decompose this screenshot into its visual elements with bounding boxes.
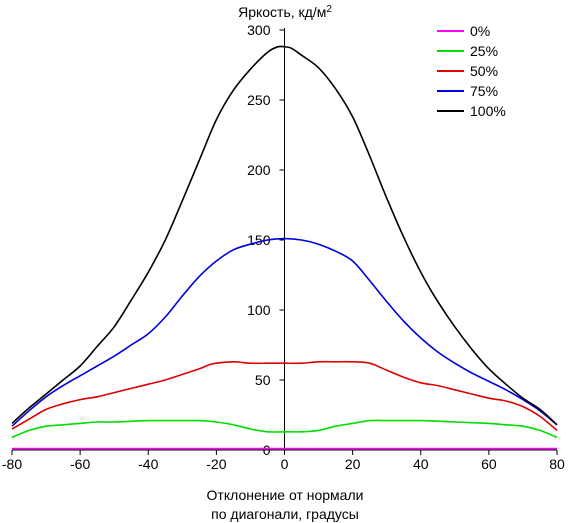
x-tick-label: -60	[70, 456, 90, 472]
legend-label: 100%	[470, 103, 506, 119]
x-tick-label: -20	[206, 456, 226, 472]
legend-label: 50%	[470, 63, 498, 79]
series-line-75pct	[11, 237, 558, 427]
x-tick-label: 60	[481, 456, 497, 472]
x-tick-label: -80	[2, 456, 22, 472]
chart-plot-area	[11, 45, 558, 450]
y-tick-label: 50	[255, 372, 271, 388]
x-axis-title-line-1: Отклонение от нормали	[207, 487, 364, 503]
y-tick-label: 250	[247, 92, 271, 108]
x-tick-label: 0	[281, 456, 289, 472]
x-tick-label: 20	[345, 456, 361, 472]
y-axis-title-text: Яркость, кд/м	[238, 4, 326, 20]
x-tick-label: -40	[138, 456, 158, 472]
y-tick-label: 100	[247, 302, 271, 318]
x-axis-title-line-2: по диагонали, градусы	[211, 506, 359, 522]
legend-label: 0%	[470, 23, 490, 39]
y-tick-label: 0	[263, 442, 271, 458]
y-axis-title-superscript: 2	[326, 4, 332, 15]
chart-legend: 0% 25% 50% 75% 100%	[437, 23, 506, 119]
series-line-25pct	[11, 419, 558, 439]
x-tick-label: 80	[549, 456, 565, 472]
y-tick-label: 200	[247, 162, 271, 178]
legend-label: 25%	[470, 43, 498, 59]
y-axis-title: Яркость, кд/м2	[238, 4, 332, 20]
series-line-100pct	[11, 45, 558, 426]
x-tick-label: 40	[413, 456, 429, 472]
legend-label: 75%	[470, 83, 498, 99]
y-tick-label: 300	[247, 22, 271, 38]
series-line-50pct	[11, 360, 558, 432]
